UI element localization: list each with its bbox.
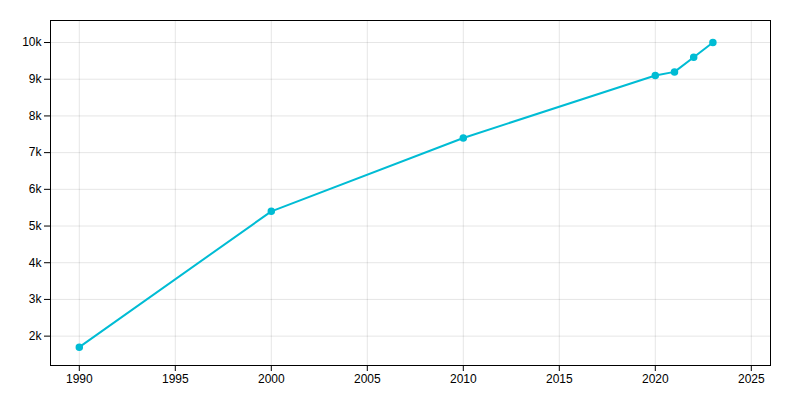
svg-text:3k: 3k [29, 292, 43, 306]
svg-text:2005: 2005 [354, 372, 381, 386]
svg-text:1995: 1995 [162, 372, 189, 386]
svg-text:4k: 4k [29, 256, 43, 270]
svg-text:2025: 2025 [738, 372, 765, 386]
svg-text:2k: 2k [29, 329, 43, 343]
svg-text:5k: 5k [29, 219, 43, 233]
svg-text:9k: 9k [29, 72, 43, 86]
svg-text:10k: 10k [22, 35, 42, 49]
svg-text:2010: 2010 [450, 372, 477, 386]
svg-text:2000: 2000 [258, 372, 285, 386]
svg-text:7k: 7k [29, 145, 43, 159]
svg-text:1990: 1990 [66, 372, 93, 386]
svg-text:6k: 6k [29, 182, 43, 196]
svg-text:2020: 2020 [642, 372, 669, 386]
svg-text:2015: 2015 [546, 372, 573, 386]
svg-text:8k: 8k [29, 109, 43, 123]
